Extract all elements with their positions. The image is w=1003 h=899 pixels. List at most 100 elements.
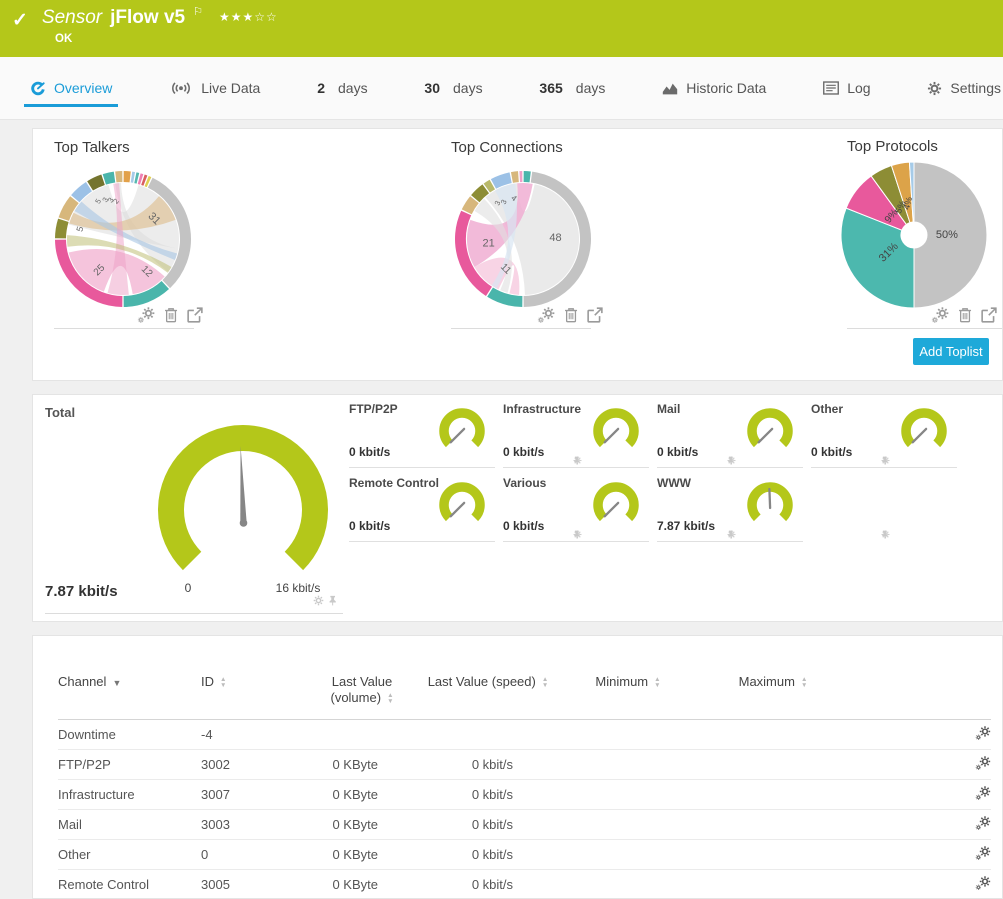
channel-settings-gears-icon[interactable]	[975, 725, 991, 740]
cell-maximum	[698, 869, 848, 899]
channel-gauge-value: 0 kbit/s	[811, 445, 853, 459]
tab-30-days[interactable]: 30 days	[424, 57, 482, 119]
col-header-last-value-speed[interactable]: Last Value (speed) ▲ ▼	[427, 674, 549, 689]
top-protocols-pie-chart[interactable]: 50%31%9%5%4%	[839, 160, 989, 310]
table-row[interactable]: Mail 3003 0 KByte 0 kbit/s	[58, 809, 991, 839]
historic-data-icon	[662, 81, 678, 95]
trash-icon[interactable]	[564, 307, 578, 323]
cell-speed: 0 kbit/s	[471, 846, 513, 862]
table-row[interactable]: Remote Control 3005 0 KByte 0 kbit/s	[58, 869, 991, 899]
cell-minimum	[558, 779, 698, 809]
tab-log[interactable]: Log	[823, 57, 871, 119]
col-header-minimum[interactable]: Minimum ▲ ▼	[595, 674, 661, 689]
channel-settings-gears-icon[interactable]	[975, 755, 991, 770]
cell-channel: Other	[58, 846, 91, 862]
tab-historic-data[interactable]: Historic Data	[662, 57, 766, 119]
table-row[interactable]: Infrastructure 3007 0 KByte 0 kbit/s	[58, 779, 991, 809]
gears-icon[interactable]	[931, 307, 949, 323]
total-gauge-toolbar	[313, 595, 337, 606]
cell-speed	[418, 719, 558, 749]
tab-live-data[interactable]: Live Data	[169, 57, 260, 119]
cell-id: 3005	[201, 876, 230, 892]
tab-365-days[interactable]: 365 days	[539, 57, 605, 119]
channel-gauge-label: Other	[811, 402, 844, 416]
col-header-last-value-volume[interactable]: Last Value (volume) ▲ ▼	[330, 674, 394, 706]
channel-gauge	[901, 408, 947, 448]
col-header-id[interactable]: ID ▲ ▼	[201, 674, 227, 689]
talkers-toolbar	[137, 307, 204, 323]
external-link-icon[interactable]	[981, 307, 998, 323]
toplist-title-connections: Top Connections	[451, 139, 563, 156]
channel-gauge-value: 0 kbit/s	[349, 445, 391, 459]
channel-gauge-cell: Other 0 kbit/s	[811, 401, 957, 468]
cell-id: 3002	[201, 756, 230, 772]
cell-id: -4	[201, 726, 213, 742]
channel-settings-gears-icon[interactable]	[975, 875, 991, 890]
cell-volume: 0 KByte	[332, 876, 378, 892]
svg-text:5: 5	[93, 197, 103, 205]
table-header-row: Channel ▼ ID ▲ ▼ Last Value (volume) ▲ ▼ Last…	[58, 670, 991, 719]
table-row[interactable]: FTP/P2P 3002 0 KByte 0 kbit/s	[58, 749, 991, 779]
channel-gauge	[593, 408, 639, 448]
col-header-maximum[interactable]: Maximum ▲ ▼	[738, 674, 808, 689]
cell-minimum	[558, 809, 698, 839]
cell-speed: 0 kbit/s	[471, 786, 513, 802]
tab-label: Settings	[950, 80, 1001, 96]
cell-maximum	[698, 749, 848, 779]
add-toplist-button[interactable]: Add Toplist	[913, 338, 989, 365]
cell-minimum	[558, 839, 698, 869]
cell-volume: 0 KByte	[332, 756, 378, 772]
channel-gauge-label: WWW	[657, 476, 691, 490]
external-link-icon[interactable]	[187, 307, 204, 323]
gears-icon[interactable]	[137, 307, 155, 323]
tab-settings[interactable]: Settings	[927, 57, 1001, 119]
channel-settings-gears-icon[interactable]	[975, 815, 991, 830]
toplist-title-talkers: Top Talkers	[54, 139, 130, 156]
tab-overview[interactable]: Overview	[23, 57, 119, 119]
svg-text:48: 48	[549, 232, 561, 244]
channel-gauge	[747, 482, 793, 522]
cell-maximum	[698, 719, 848, 749]
gears-icon[interactable]	[537, 307, 555, 323]
priority-stars[interactable]: ★★★☆☆	[218, 10, 278, 24]
channel-gauge-label: Remote Control	[349, 476, 439, 490]
cell-volume	[306, 719, 418, 749]
cell-id: 3003	[201, 816, 230, 832]
sort-icon: ▲ ▼	[654, 676, 661, 689]
channel-gauge-value: 0 kbit/s	[349, 519, 391, 533]
svg-text:3: 3	[106, 196, 116, 205]
log-icon	[823, 80, 840, 96]
sort-icon: ▲ ▼	[220, 676, 227, 689]
cell-channel: Infrastructure	[58, 786, 135, 802]
channel-table-panel: Channel ▼ ID ▲ ▼ Last Value (volume) ▲ ▼ Last…	[32, 635, 1003, 899]
table-row[interactable]: Other 0 0 KByte 0 kbit/s	[58, 839, 991, 869]
channel-gauge-label: Various	[503, 476, 547, 490]
toplist-title-protocols: Top Protocols	[847, 138, 938, 155]
tab-label: days	[453, 80, 483, 96]
table-row[interactable]: Downtime -4	[58, 719, 991, 749]
channel-gauge-cell: WWW 7.87 kbit/s	[657, 475, 890, 542]
external-link-icon[interactable]	[587, 307, 604, 323]
channel-gauge-cell: Mail 0 kbit/s	[657, 401, 890, 468]
cell-maximum	[698, 839, 848, 869]
channel-gauge-cell: Infrastructure 0 kbit/s	[503, 401, 736, 468]
svg-text:5%: 5%	[893, 199, 908, 215]
channel-settings-gears-icon[interactable]	[975, 845, 991, 860]
col-header-channel[interactable]: Channel ▼	[58, 674, 122, 689]
svg-text:21: 21	[482, 238, 494, 250]
channel-table: Channel ▼ ID ▲ ▼ Last Value (volume) ▲ ▼ Last…	[58, 670, 991, 899]
gear-icon[interactable]	[313, 595, 324, 606]
svg-text:4%: 4%	[901, 196, 914, 211]
cell-speed: 0 kbit/s	[471, 756, 513, 772]
channel-gauge-cell: Various 0 kbit/s	[503, 475, 736, 542]
flag-icon[interactable]: ⚐	[193, 6, 203, 18]
pin-icon[interactable]	[328, 595, 337, 606]
channel-settings-gears-icon[interactable]	[975, 785, 991, 800]
tab-2-days[interactable]: 2 days	[317, 57, 367, 119]
trash-icon[interactable]	[958, 307, 972, 323]
trash-icon[interactable]	[164, 307, 178, 323]
channel-gauge-value: 0 kbit/s	[657, 445, 699, 459]
total-gauge	[158, 425, 328, 571]
